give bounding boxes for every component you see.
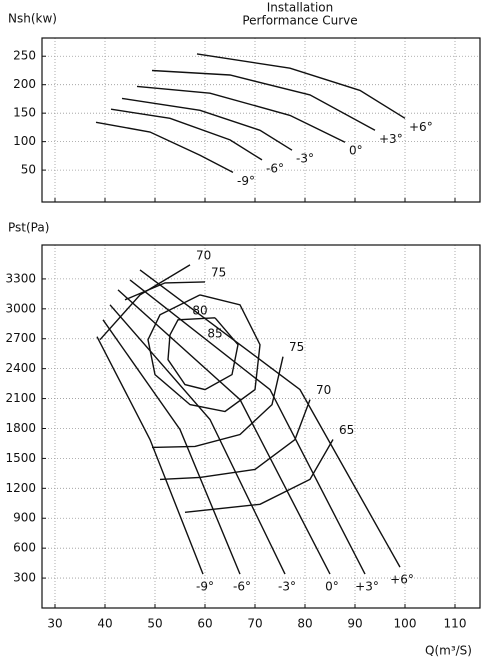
y-tick-label: 1200 xyxy=(5,481,36,495)
x-tick-label: 60 xyxy=(197,617,212,631)
y-tick-label: 150 xyxy=(13,106,36,120)
curve-label: 75 xyxy=(211,265,226,279)
chart-title: Installation xyxy=(267,1,333,15)
y-tick-label: 3300 xyxy=(5,271,36,285)
curve-label: +3° xyxy=(355,580,379,594)
y-tick-label: 1500 xyxy=(5,451,36,465)
curve-label: -6° xyxy=(266,161,284,175)
blade-curve xyxy=(117,289,331,575)
blade-curve xyxy=(136,85,346,143)
curve-label: 75 xyxy=(289,340,304,354)
x-tick-label: 80 xyxy=(297,617,312,631)
x-tick-label: 90 xyxy=(347,617,362,631)
x-tick-label: 30 xyxy=(47,617,62,631)
efficiency-curve xyxy=(167,317,239,391)
y-tick-label: 600 xyxy=(13,541,36,555)
curve-label: +6° xyxy=(409,120,433,134)
y-tick-label: 300 xyxy=(13,571,36,585)
curve-label: 70 xyxy=(196,248,211,262)
curve-label: 0° xyxy=(325,580,339,594)
y-tick-label: 2400 xyxy=(5,361,36,375)
y-tick-label: 200 xyxy=(13,77,36,91)
blade-curve xyxy=(196,53,406,119)
curve-label: -6° xyxy=(233,580,251,594)
y-tick-label: 2100 xyxy=(5,391,36,405)
x-axis-label: Q(m³/S) xyxy=(425,644,472,658)
blade-curve xyxy=(102,319,241,575)
efficiency-curve xyxy=(99,264,311,481)
curve-label: -9° xyxy=(237,174,255,188)
y-tick-label: 250 xyxy=(13,49,36,63)
blade-curve xyxy=(129,279,366,575)
x-tick-label: 100 xyxy=(394,617,417,631)
x-tick-label: 70 xyxy=(247,617,262,631)
plot-frame xyxy=(41,244,481,609)
x-tick-label: 110 xyxy=(444,617,467,631)
curve-label: 85 xyxy=(207,326,222,340)
efficiency-curve xyxy=(147,294,261,413)
curve-label: 65 xyxy=(339,423,354,437)
plot-frame xyxy=(41,37,481,203)
blade-curve xyxy=(151,69,376,131)
y-axis-label: Nsh(kw) xyxy=(8,12,57,26)
y-tick-label: 1800 xyxy=(5,421,36,435)
curve-label: +6° xyxy=(390,573,414,587)
blade-curve xyxy=(139,269,401,568)
x-tick-label: 50 xyxy=(147,617,162,631)
y-tick-label: 50 xyxy=(21,163,36,177)
blade-curve xyxy=(110,108,263,161)
blade-curve xyxy=(96,336,204,575)
y-axis-label: Pst(Pa) xyxy=(8,221,49,235)
curve-label: -3° xyxy=(278,580,296,594)
curve-label: +3° xyxy=(379,132,403,146)
y-tick-label: 900 xyxy=(13,511,36,525)
efficiency-curve xyxy=(184,439,334,513)
chart-title: Performance Curve xyxy=(242,14,357,28)
curve-label: -3° xyxy=(296,152,314,166)
x-tick-label: 40 xyxy=(97,617,112,631)
curve-label: 0° xyxy=(349,144,363,158)
y-tick-label: 3000 xyxy=(5,301,36,315)
blade-curve xyxy=(109,304,286,575)
curve-label: -9° xyxy=(196,580,214,594)
y-tick-label: 2700 xyxy=(5,331,36,345)
blade-curve xyxy=(95,121,234,174)
efficiency-curve xyxy=(124,281,284,449)
curve-label: 70 xyxy=(316,383,331,397)
y-tick-label: 100 xyxy=(13,134,36,148)
curve-label: 80 xyxy=(192,303,207,317)
blade-curve xyxy=(121,97,293,151)
